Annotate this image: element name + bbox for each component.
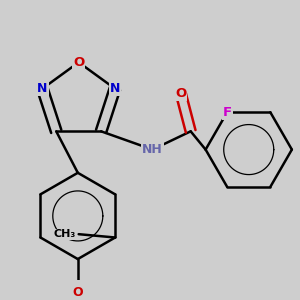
Text: N: N xyxy=(37,82,48,95)
Text: CH₃: CH₃ xyxy=(53,229,75,239)
Text: N: N xyxy=(110,82,120,95)
Text: NH: NH xyxy=(142,143,163,156)
Text: O: O xyxy=(73,286,83,299)
Text: O: O xyxy=(175,87,186,100)
Text: F: F xyxy=(223,106,232,119)
Text: O: O xyxy=(73,56,84,69)
